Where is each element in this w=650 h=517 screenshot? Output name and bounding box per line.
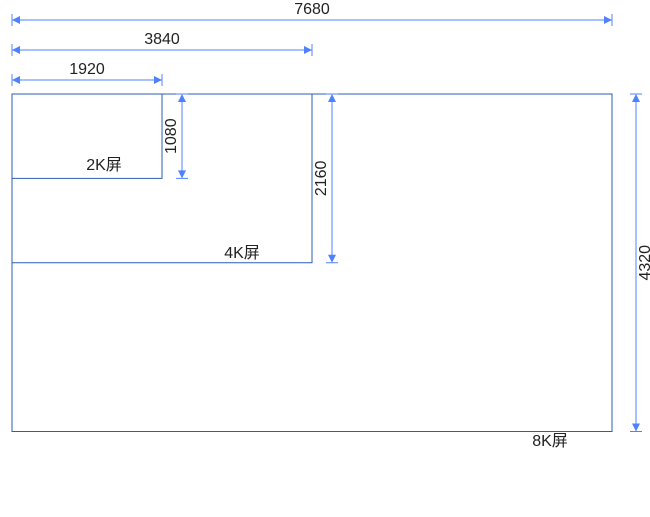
- dim-label: 1080: [163, 118, 180, 154]
- dim-label: 7680: [294, 1, 330, 18]
- screen-label-4k: 4K屏: [224, 245, 260, 262]
- dim-label: 3840: [144, 31, 180, 48]
- screen-label-2k: 2K屏: [86, 157, 122, 174]
- dim-label: 2160: [313, 160, 330, 196]
- dim-label: 4320: [637, 245, 650, 281]
- resolution-diagram: 2K屏 4K屏 8K屏 7680 3840 1920 4320 1080 2160: [0, 0, 650, 517]
- screen-label-8k: 8K屏: [532, 433, 568, 450]
- dim-label: 1920: [69, 61, 105, 78]
